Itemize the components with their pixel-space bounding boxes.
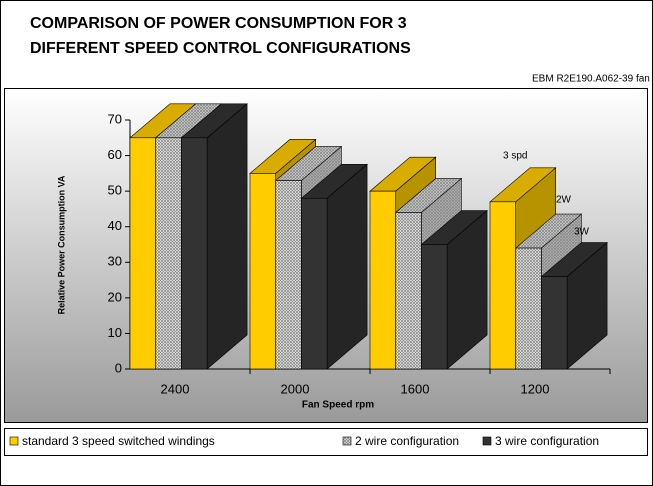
annotation: 3W (574, 227, 590, 238)
y-tick-label: 20 (108, 289, 122, 304)
x-tick-label: 1600 (401, 381, 430, 396)
y-tick-label: 60 (108, 147, 122, 162)
bar (181, 137, 208, 370)
y-tick-label: 30 (108, 254, 122, 269)
bar-side (326, 163, 368, 370)
legend-label: 2 wire configuration (355, 434, 459, 448)
x-tick-label: 1200 (521, 381, 550, 396)
x-tick-label: 2400 (161, 381, 190, 396)
annotation: 2W (556, 195, 572, 206)
bar (249, 173, 277, 370)
bar (515, 247, 542, 370)
chart-title: COMPARISON OF POWER CONSUMPTION FOR 3 (30, 15, 407, 32)
chart-title: DIFFERENT SPEED CONTROL CONFIGURATIONS (30, 40, 411, 57)
bar (541, 276, 568, 370)
y-tick-label: 40 (108, 218, 122, 233)
bar (275, 180, 302, 370)
legend (4, 428, 648, 456)
x-axis-title: Fan Speed rpm (302, 400, 374, 411)
bar (395, 212, 422, 370)
bar (421, 244, 448, 370)
bar (129, 137, 157, 370)
y-axis-title: Relative Power Consumption VA (56, 175, 66, 314)
bar (301, 197, 328, 370)
y-tick-label: 70 (108, 111, 122, 126)
bar (489, 201, 517, 370)
bar (369, 190, 397, 370)
y-tick-label: 10 (108, 325, 122, 340)
annotation: 3 spd (503, 151, 527, 162)
legend-label: 3 wire configuration (495, 434, 599, 448)
y-tick-label: 50 (108, 183, 122, 198)
bar-side (206, 103, 248, 370)
bar (155, 137, 182, 370)
legend-swatch (482, 436, 492, 446)
legend-swatch (342, 436, 352, 446)
y-tick-label: 0 (115, 360, 122, 375)
x-tick-label: 2000 (281, 381, 310, 396)
legend-swatch (9, 436, 19, 446)
legend-label: standard 3 speed switched windings (22, 434, 215, 448)
subtitle: EBM R2E190.A062-39 fan (532, 74, 650, 85)
